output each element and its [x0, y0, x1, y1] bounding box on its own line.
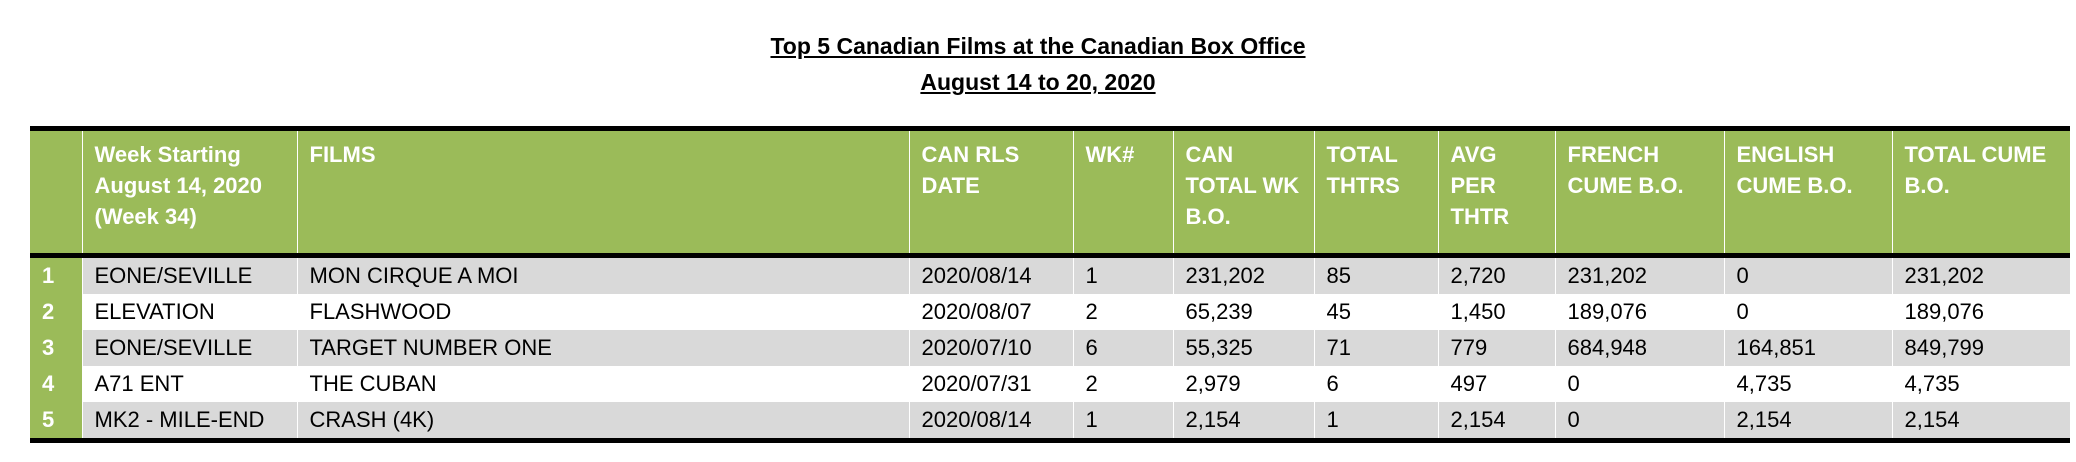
release-date-cell: 2020/07/10 [908, 330, 1073, 366]
table-row: 3 EONE/SEVILLE TARGET NUMBER ONE 2020/07… [30, 330, 2070, 366]
french-cume-cell: 189,076 [1554, 294, 1724, 330]
week-number-cell: 1 [1072, 255, 1173, 294]
avg-cell: 2,154 [1437, 402, 1555, 443]
total-cume-cell: 189,076 [1891, 294, 2070, 330]
film-cell: FLASHWOOD [296, 294, 909, 330]
week-bo-cell: 2,979 [1172, 366, 1314, 402]
french-cume-cell: 0 [1554, 402, 1724, 443]
release-date-cell: 2020/08/07 [908, 294, 1073, 330]
week-bo-cell: 231,202 [1172, 255, 1314, 294]
header-release-date: CAN RLS DATE [908, 126, 1073, 258]
header-french-cume: FRENCH CUME B.O. [1554, 126, 1724, 258]
header-total-theatres: TOTAL THTRS [1313, 126, 1438, 258]
english-cume-cell: 4,735 [1723, 366, 1892, 402]
header-rank [30, 126, 82, 258]
rank-cell: 5 [30, 402, 82, 443]
box-office-table: Week Starting August 14, 2020 (Week 34) … [30, 126, 2070, 443]
film-cell: THE CUBAN [296, 366, 909, 402]
week-bo-cell: 2,154 [1172, 402, 1314, 443]
week-number-cell: 2 [1072, 294, 1173, 330]
week-bo-cell: 65,239 [1172, 294, 1314, 330]
theatres-cell: 6 [1313, 366, 1438, 402]
header-week-number: WK# [1072, 126, 1173, 258]
header-row: Week Starting August 14, 2020 (Week 34) … [30, 126, 2070, 258]
release-date-cell: 2020/08/14 [908, 255, 1073, 294]
header-english-cume: ENGLISH CUME B.O. [1723, 126, 1892, 258]
film-cell: TARGET NUMBER ONE [296, 330, 909, 366]
header-avg-per-theatre: AVG PER THTR [1437, 126, 1555, 258]
theatres-cell: 85 [1313, 255, 1438, 294]
week-number-cell: 1 [1072, 402, 1173, 443]
film-cell: MON CIRQUE A MOI [296, 255, 909, 294]
rank-cell: 3 [30, 330, 82, 366]
total-cume-cell: 849,799 [1891, 330, 2070, 366]
rank-cell: 2 [30, 294, 82, 330]
theatres-cell: 45 [1313, 294, 1438, 330]
french-cume-cell: 0 [1554, 366, 1724, 402]
table-row: 2 ELEVATION FLASHWOOD 2020/08/07 2 65,23… [30, 294, 2070, 330]
page-title: Top 5 Canadian Films at the Canadian Box… [770, 33, 1306, 59]
english-cume-cell: 2,154 [1723, 402, 1892, 443]
total-cume-cell: 2,154 [1891, 402, 2070, 443]
table-row: 5 MK2 - MILE-END CRASH (4K) 2020/08/14 1… [30, 402, 2070, 443]
week-number-cell: 6 [1072, 330, 1173, 366]
distributor-cell: EONE/SEVILLE [81, 330, 297, 366]
avg-cell: 1,450 [1437, 294, 1555, 330]
english-cume-cell: 0 [1723, 255, 1892, 294]
french-cume-cell: 684,948 [1554, 330, 1724, 366]
header-total-week-bo: CAN TOTAL WK B.O. [1172, 126, 1314, 258]
avg-cell: 2,720 [1437, 255, 1555, 294]
english-cume-cell: 0 [1723, 294, 1892, 330]
total-cume-cell: 231,202 [1891, 255, 2070, 294]
film-cell: CRASH (4K) [296, 402, 909, 443]
header-films: FILMS [296, 126, 909, 258]
theatres-cell: 71 [1313, 330, 1438, 366]
distributor-cell: MK2 - MILE-END [81, 402, 297, 443]
avg-cell: 497 [1437, 366, 1555, 402]
week-number-cell: 2 [1072, 366, 1173, 402]
total-cume-cell: 4,735 [1891, 366, 2070, 402]
header-total-cume: TOTAL CUME B.O. [1891, 126, 2070, 258]
release-date-cell: 2020/08/14 [908, 402, 1073, 443]
table-row: 4 A71 ENT THE CUBAN 2020/07/31 2 2,979 6… [30, 366, 2070, 402]
theatres-cell: 1 [1313, 402, 1438, 443]
distributor-cell: A71 ENT [81, 366, 297, 402]
rank-cell: 4 [30, 366, 82, 402]
release-date-cell: 2020/07/31 [908, 366, 1073, 402]
distributor-cell: ELEVATION [81, 294, 297, 330]
week-bo-cell: 55,325 [1172, 330, 1314, 366]
table-row: 1 EONE/SEVILLE MON CIRQUE A MOI 2020/08/… [30, 255, 2070, 294]
rank-cell: 1 [30, 255, 82, 294]
french-cume-cell: 231,202 [1554, 255, 1724, 294]
header-week-starting: Week Starting August 14, 2020 (Week 34) [81, 126, 297, 258]
avg-cell: 779 [1437, 330, 1555, 366]
distributor-cell: EONE/SEVILLE [81, 255, 297, 294]
english-cume-cell: 164,851 [1723, 330, 1892, 366]
page-subtitle: August 14 to 20, 2020 [920, 69, 1156, 95]
